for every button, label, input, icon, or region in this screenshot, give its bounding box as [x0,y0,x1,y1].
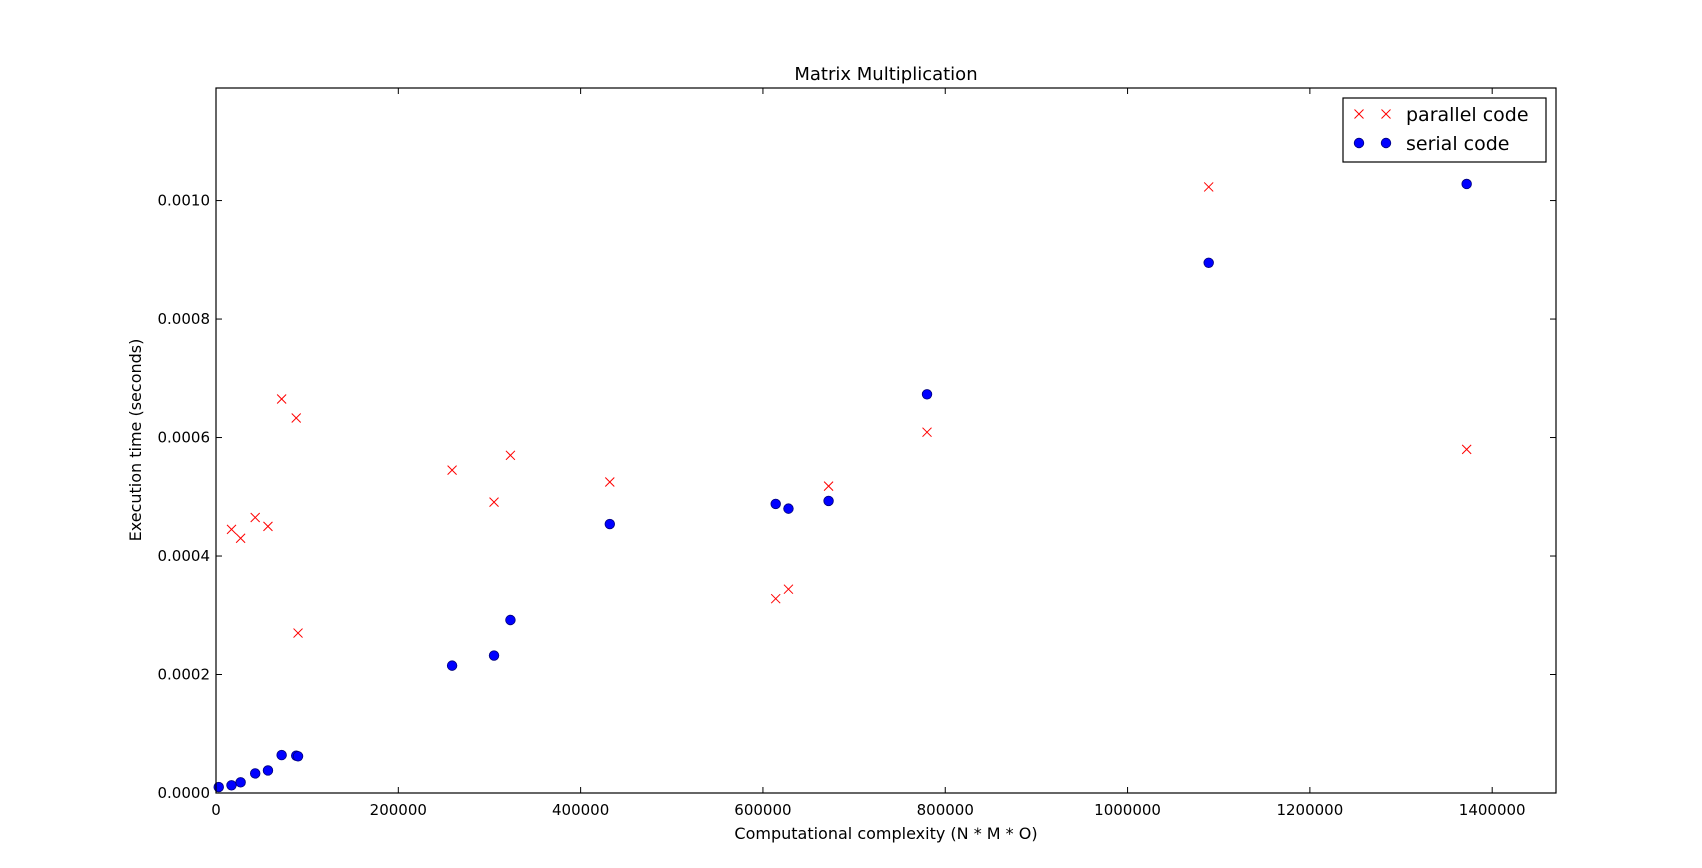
x-axis-label: Computational complexity (N * M * O) [734,824,1037,843]
legend-marker [1381,109,1391,119]
parallel-code-point [922,427,932,438]
serial-code-point [1461,178,1472,190]
serial-code-point [604,518,615,530]
legend-entries: parallel code serial code [1353,104,1529,155]
serial-code-point [249,768,261,779]
parallel-code-point [505,450,516,461]
series-parallel-code [226,182,1472,638]
x-axis-ticks: 0 200000 400000 600000 800000 1000000 1200000 1… [211,88,1526,819]
legend-marker [1354,109,1364,119]
serial-code-point [213,781,224,793]
chart-title: Matrix Multiplication [794,64,977,85]
y-tick-label: 0.0004 [158,547,211,565]
x-tick-label: 800000 [917,801,974,819]
serial-code-point [262,765,274,776]
serial-code-point [235,777,246,788]
serial-code-point [783,503,794,514]
parallel-code-point [235,533,246,544]
x-tick-label: 1200000 [1276,801,1343,819]
parallel-code-point [489,497,499,507]
legend-entry: parallel code [1354,104,1529,126]
x-tick-label: 0 [211,801,221,819]
legend-marker [1380,137,1392,149]
serial-code-point [1203,257,1214,268]
x-tick-label: 1000000 [1094,801,1161,819]
parallel-code-point [263,521,273,532]
serial-code-point [488,650,500,661]
serial-code-point [770,498,781,510]
x-tick-label: 1400000 [1459,801,1526,819]
parallel-code-point [823,481,834,491]
legend-label: serial code [1406,133,1509,155]
parallel-code-point [293,628,303,638]
serial-code-point [921,389,933,400]
serial-code-point [292,751,304,762]
y-tick-label: 0.0000 [158,784,211,802]
parallel-code-point [226,524,237,535]
y-axis-label: Execution time (seconds) [126,339,145,542]
y-tick-label: 0.0010 [158,192,211,210]
y-tick-label: 0.0008 [158,310,211,328]
serial-code-point [276,749,287,761]
serial-code-point [446,660,458,671]
parallel-code-point [783,584,794,595]
plot-frame [215,87,1557,794]
parallel-code-point [291,413,302,423]
serial-code-point [823,495,834,507]
series-serial-code [213,178,1472,793]
legend-entry: serial code [1353,133,1509,155]
parallel-code-point [276,394,287,404]
y-tick-label: 0.0006 [158,429,211,447]
parallel-code-point [250,512,261,523]
parallel-code-point [770,593,781,604]
legend-box [1342,97,1547,163]
serial-code-point [505,614,516,626]
x-tick-label: 600000 [734,801,791,819]
serial-code-point [226,780,237,791]
x-tick-label: 200000 [370,801,427,819]
y-axis-ticks: 0.0000 0.0002 0.0004 0.0006 0.0008 0.0010 [158,192,1556,802]
parallel-code-point [1203,182,1214,192]
parallel-code-point [1461,444,1472,455]
legend-marker [1353,137,1365,149]
parallel-code-point [447,465,457,475]
data-marks [213,178,1472,793]
y-tick-label: 0.0002 [158,666,211,684]
legend: parallel code serial code [1342,97,1547,163]
legend-label: parallel code [1406,104,1529,126]
x-tick-label: 400000 [552,801,609,819]
parallel-code-point [604,477,615,487]
